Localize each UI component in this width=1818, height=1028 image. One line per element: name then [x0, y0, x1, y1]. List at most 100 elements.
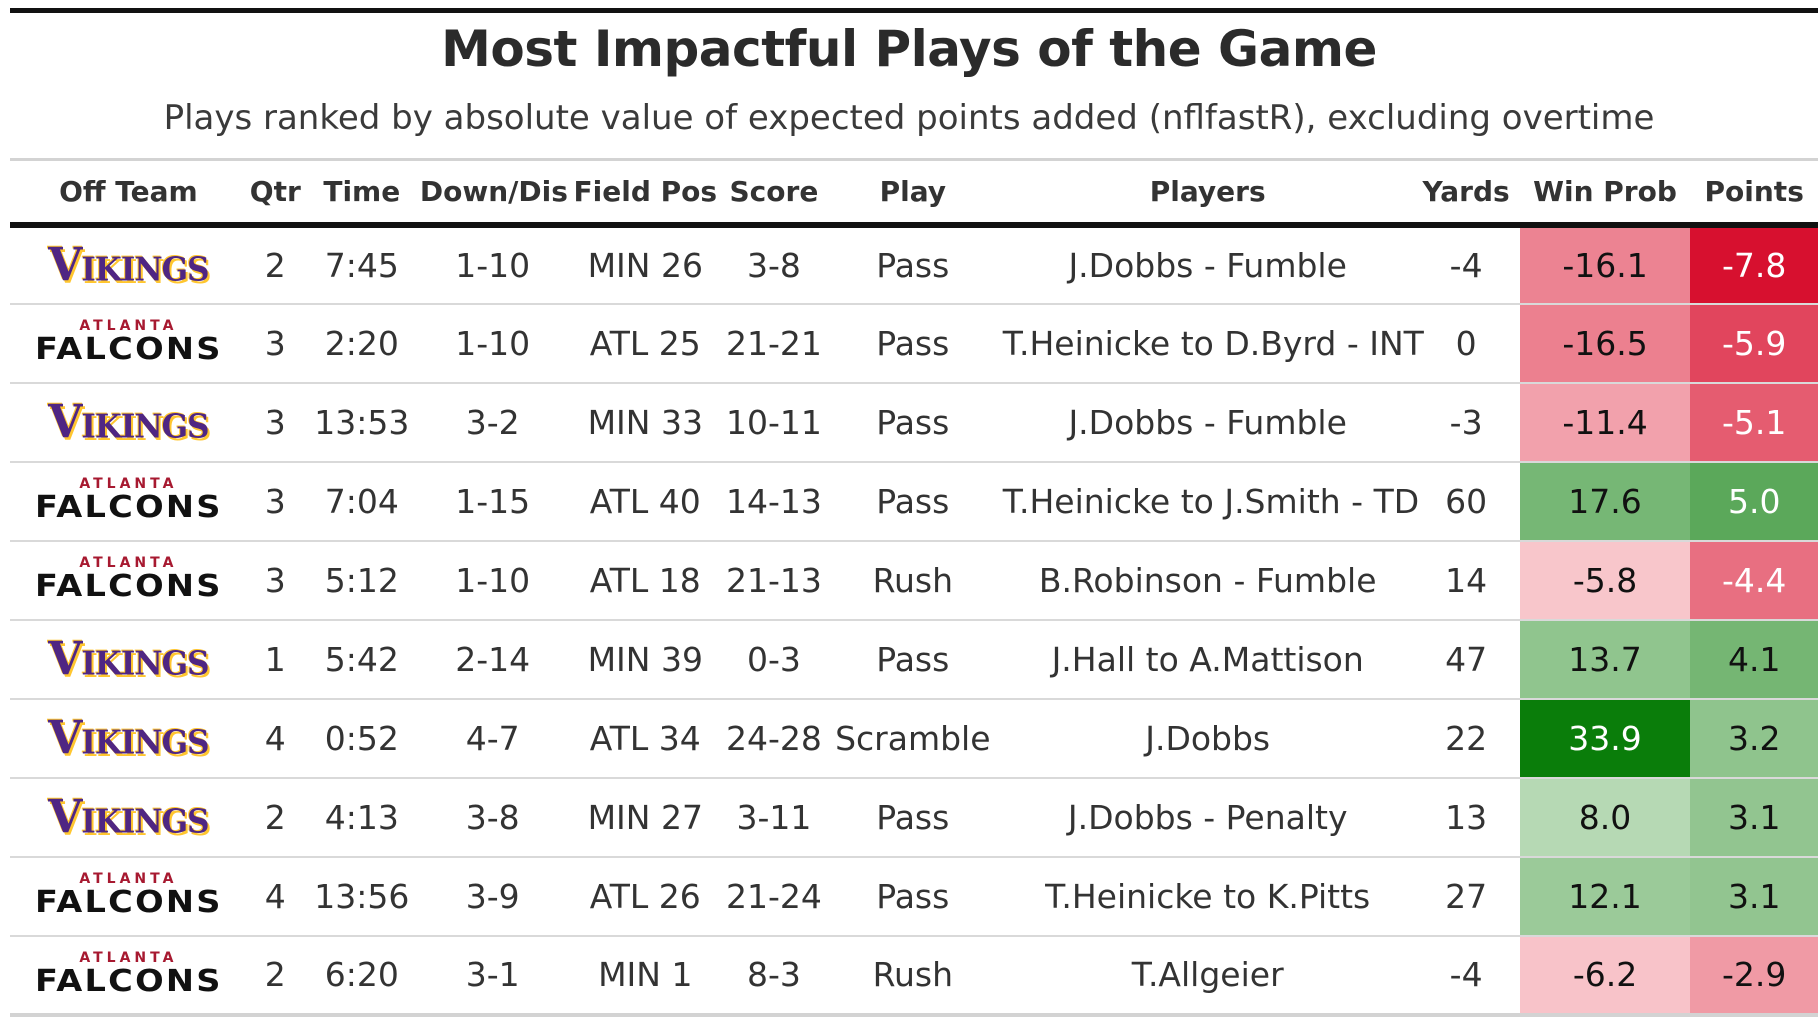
table-row: ATLANTA FALCONS 3 5:12 1-10 ATL 18 21-13 Rush B.… — [10, 540, 1818, 621]
play-cell: Pass — [822, 619, 1003, 700]
time-cell: 13:56 — [303, 856, 420, 937]
win-prob-cell: 33.9 — [1519, 698, 1691, 779]
down-dis-cell: 1-10 — [419, 224, 566, 305]
qtr-cell: 3 — [246, 540, 304, 621]
time-cell: 5:42 — [303, 619, 420, 700]
time-cell: 4:13 — [303, 777, 420, 858]
qtr-cell: 1 — [246, 619, 304, 700]
col-header-yards: Yards — [1412, 158, 1520, 228]
table-row: Vikings 2 7:45 1-10 MIN 26 3-8 Pass J.Dobbs - F… — [10, 224, 1818, 305]
field-pos-cell: ATL 34 — [565, 698, 725, 779]
col-header-time: Time — [303, 158, 420, 228]
play-cell: Pass — [822, 303, 1003, 384]
win-prob-cell: 17.6 — [1519, 461, 1691, 542]
score-cell: 21-13 — [724, 540, 823, 621]
table-subtitle: Plays ranked by absolute value of expect… — [163, 98, 1655, 138]
falcons-logo-top: ATLANTA — [79, 871, 178, 887]
table-row: Vikings 1 5:42 2-14 MIN 39 0-3 Pass J.Hall to A… — [10, 619, 1818, 700]
vikings-logo: Vikings — [48, 790, 209, 844]
falcons-logo: ATLANTA FALCONS — [35, 871, 221, 918]
down-dis-cell: 4-7 — [419, 698, 566, 779]
win-prob-cell: -16.1 — [1519, 224, 1691, 305]
players-cell: J.Hall to A.Mattison — [1002, 619, 1413, 700]
points-cell: 4.1 — [1690, 619, 1818, 700]
points-cell: -2.9 — [1690, 935, 1818, 1017]
win-prob-cell: -5.8 — [1519, 540, 1691, 621]
col-header-score: Score — [724, 158, 823, 228]
falcons-logo-bottom: FALCONS — [34, 885, 223, 920]
falcons-logo-top: ATLANTA — [79, 555, 178, 571]
time-cell: 0:52 — [303, 698, 420, 779]
field-pos-cell: MIN 26 — [565, 224, 725, 305]
team-logo-cell: Vikings — [10, 224, 247, 305]
play-cell: Pass — [822, 382, 1003, 463]
yards-cell: 60 — [1412, 461, 1520, 542]
falcons-logo-bottom: FALCONS — [34, 490, 223, 525]
falcons-logo: ATLANTA FALCONS — [35, 555, 221, 602]
yards-cell: -3 — [1412, 382, 1520, 463]
vikings-logo: Vikings — [48, 632, 209, 686]
points-cell: 3.1 — [1690, 856, 1818, 937]
down-dis-cell: 3-1 — [419, 935, 566, 1017]
yards-cell: 14 — [1412, 540, 1520, 621]
points-cell: -5.1 — [1690, 382, 1818, 463]
play-cell: Pass — [822, 856, 1003, 937]
down-dis-cell: 3-8 — [419, 777, 566, 858]
table-row: ATLANTA FALCONS 4 13:56 3-9 ATL 26 21-24 Pass T.… — [10, 856, 1818, 937]
falcons-logo-top: ATLANTA — [79, 949, 178, 966]
falcons-logo: ATLANTA FALCONS — [35, 476, 221, 523]
points-cell: -4.4 — [1690, 540, 1818, 621]
field-pos-cell: MIN 1 — [565, 935, 725, 1017]
team-logo-cell: ATLANTA FALCONS — [10, 935, 247, 1017]
play-cell: Rush — [822, 540, 1003, 621]
win-prob-cell: 8.0 — [1519, 777, 1691, 858]
points-cell: -5.9 — [1690, 303, 1818, 384]
players-cell: J.Dobbs - Fumble — [1002, 224, 1413, 305]
table-title: Most Impactful Plays of the Game — [441, 20, 1377, 78]
time-cell: 6:20 — [303, 935, 420, 1017]
players-cell: J.Dobbs - Penalty — [1002, 777, 1413, 858]
yards-cell: 0 — [1412, 303, 1520, 384]
yards-cell: 27 — [1412, 856, 1520, 937]
qtr-cell: 4 — [246, 856, 304, 937]
qtr-cell: 3 — [246, 303, 304, 384]
falcons-logo-bottom: FALCONS — [34, 963, 223, 999]
down-dis-cell: 1-10 — [419, 303, 566, 384]
falcons-logo-top: ATLANTA — [79, 318, 178, 334]
col-header-down-dis: Down/Dis — [419, 158, 568, 228]
down-dis-cell: 1-10 — [419, 540, 566, 621]
field-pos-cell: MIN 39 — [565, 619, 725, 700]
score-cell: 24-28 — [724, 698, 823, 779]
falcons-logo-top: ATLANTA — [79, 476, 178, 492]
qtr-cell: 3 — [246, 461, 304, 542]
points-cell: 3.1 — [1690, 777, 1818, 858]
vikings-logo: Vikings — [48, 238, 209, 292]
time-cell: 13:53 — [303, 382, 420, 463]
score-cell: 21-24 — [724, 856, 823, 937]
score-cell: 0-3 — [724, 619, 823, 700]
players-cell: J.Dobbs — [1002, 698, 1413, 779]
yards-cell: 13 — [1412, 777, 1520, 858]
vikings-logo: Vikings — [48, 395, 209, 449]
team-logo-cell: ATLANTA FALCONS — [10, 303, 247, 384]
table-row: ATLANTA FALCONS 2 6:20 3-1 MIN 1 8-3 Rush T.Allg… — [10, 935, 1818, 1017]
top-rule — [10, 8, 1818, 13]
col-header-field-pos: Field Pos — [565, 158, 725, 228]
falcons-logo-bottom: FALCONS — [34, 569, 223, 604]
col-header-off-team: Off Team — [10, 158, 247, 228]
play-cell: Rush — [822, 935, 1003, 1017]
points-cell: 5.0 — [1690, 461, 1818, 542]
team-logo-cell: Vikings — [10, 619, 247, 700]
time-cell: 7:04 — [303, 461, 420, 542]
points-cell: -7.8 — [1690, 224, 1818, 305]
score-cell: 14-13 — [724, 461, 823, 542]
win-prob-cell: -16.5 — [1519, 303, 1691, 384]
down-dis-cell: 1-15 — [419, 461, 566, 542]
falcons-logo-bottom: FALCONS — [34, 332, 223, 367]
play-cell: Pass — [822, 461, 1003, 542]
col-header-qtr: Qtr — [246, 158, 304, 228]
players-cell: T.Allgeier — [1002, 935, 1413, 1017]
table-row: Vikings 3 13:53 3-2 MIN 33 10-11 Pass J.Dobbs -… — [10, 382, 1818, 463]
field-pos-cell: ATL 26 — [565, 856, 725, 937]
score-cell: 3-11 — [724, 777, 823, 858]
